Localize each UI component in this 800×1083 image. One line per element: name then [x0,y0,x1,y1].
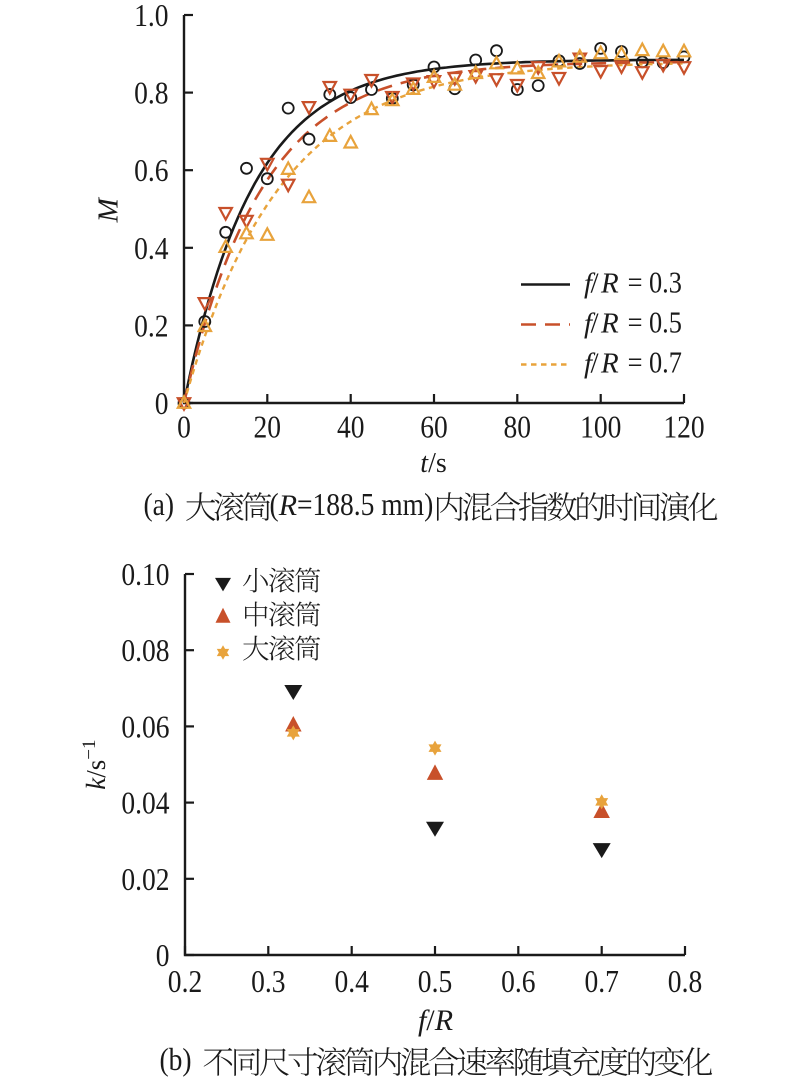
svg-text:0.04: 0.04 [121,786,169,821]
svg-text:/: / [591,348,600,380]
svg-text:(b): (b) [160,1042,199,1077]
svg-text:0: 0 [177,410,191,445]
svg-text:= 0.7: = 0.7 [621,346,682,380]
svg-text:/: / [426,1004,435,1037]
svg-text:1.0: 1.0 [134,0,168,34]
svg-text:(: ( [270,487,279,522]
svg-text:0.4: 0.4 [335,964,369,999]
svg-text:0.6: 0.6 [501,964,535,999]
svg-text:(a): (a) [144,487,181,522]
svg-text:0.2: 0.2 [168,964,202,999]
svg-text:R: R [434,1004,453,1037]
svg-text:100: 100 [580,410,621,445]
svg-text:= 0.5: = 0.5 [621,306,682,340]
svg-text:40: 40 [337,410,365,445]
svg-text:0.5: 0.5 [418,964,452,999]
svg-text:0: 0 [155,386,169,421]
svg-text:0.4: 0.4 [134,231,168,266]
svg-text:/: / [591,308,600,340]
svg-text:0.7: 0.7 [585,964,619,999]
svg-text:0.8: 0.8 [668,964,702,999]
svg-text:R: R [600,308,619,340]
svg-text:=188.5 mm): =188.5 mm) [297,487,433,522]
svg-text:0.3: 0.3 [251,964,285,999]
svg-text:60: 60 [420,410,448,445]
svg-text:0.10: 0.10 [121,557,169,592]
svg-text:80: 80 [504,410,532,445]
svg-text:t: t [420,448,429,479]
svg-text:= 0.3: = 0.3 [621,266,682,300]
svg-text:R: R [278,489,297,522]
svg-text:k/s−1: k/s−1 [79,739,111,789]
svg-text:0.8: 0.8 [134,76,168,111]
svg-text:20: 20 [254,410,282,445]
svg-text:0: 0 [156,938,170,973]
svg-text:M: M [92,196,124,223]
svg-text:0.06: 0.06 [121,710,169,745]
svg-text:0.08: 0.08 [121,633,169,668]
svg-text:0.02: 0.02 [121,862,169,897]
svg-text:120: 120 [663,410,704,445]
svg-text:R: R [600,348,619,380]
svg-text:R: R [600,268,619,300]
svg-text:0.6: 0.6 [134,153,168,188]
svg-text:/: / [591,268,600,300]
svg-text:/s: /s [428,448,447,479]
svg-text:0.2: 0.2 [134,309,168,344]
